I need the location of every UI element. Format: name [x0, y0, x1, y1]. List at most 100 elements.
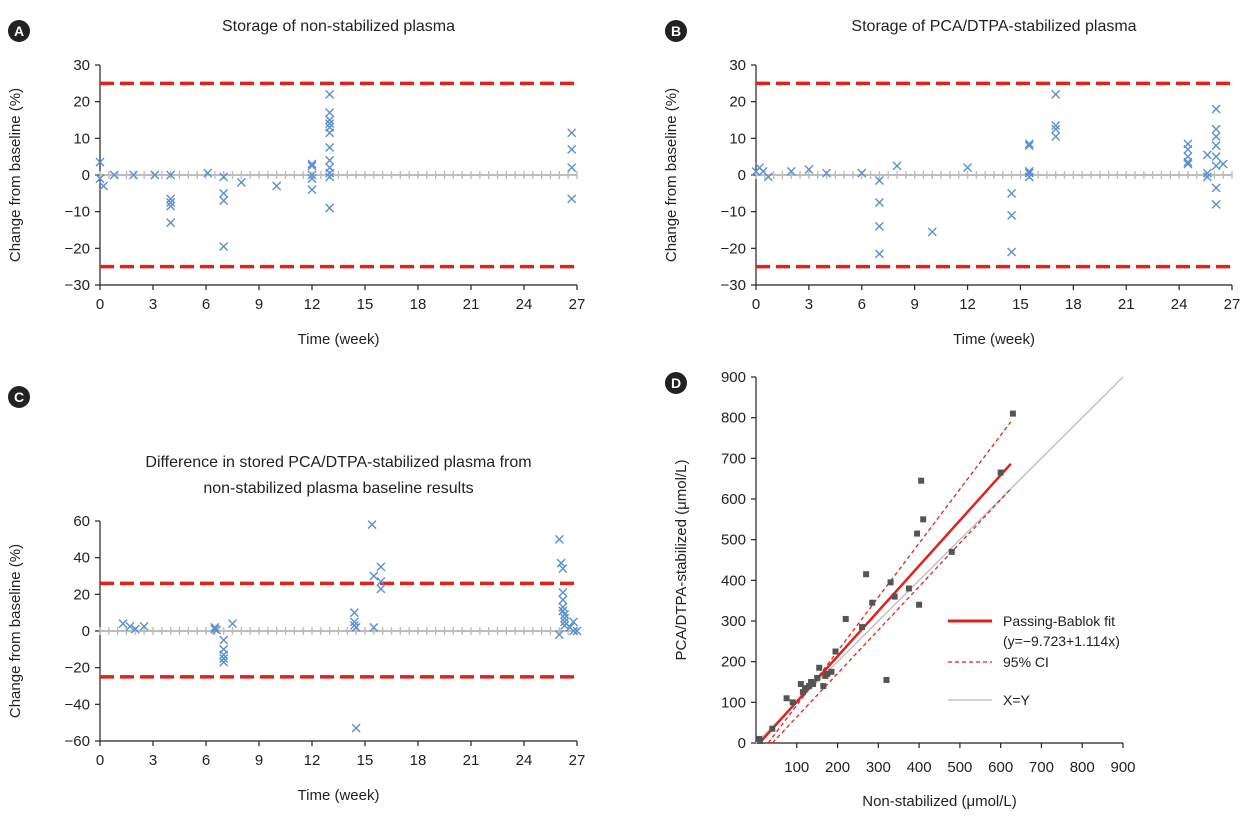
data-point-stroke	[307, 174, 317, 184]
x-axis-label: Time (week)	[298, 331, 380, 348]
y-tick-label: 500	[721, 532, 746, 549]
x-tick-label: 400	[907, 759, 932, 776]
data-point	[1024, 139, 1034, 149]
x-tick-label: 900	[1110, 759, 1135, 776]
data-point	[842, 615, 849, 622]
data-point	[166, 198, 176, 207]
y-axis-label: Change from baseline (%)	[7, 88, 24, 262]
x-tick-label: 0	[96, 296, 104, 313]
data-point	[1007, 188, 1017, 198]
x-tick-label: 300	[866, 759, 891, 776]
panel-badge: B	[665, 20, 687, 42]
data-point-stroke	[351, 723, 361, 733]
data-point-stroke	[1051, 121, 1061, 130]
data-point-stroke	[1202, 172, 1212, 182]
data-point	[325, 203, 335, 213]
data-point-stroke	[369, 622, 379, 632]
x-tick-label: 15	[1012, 296, 1029, 313]
y-axis-label: PCA/DTPA-stabilized (μmol/L)	[673, 460, 690, 661]
panel-badge-circle	[8, 20, 30, 42]
data-point-stroke	[349, 608, 359, 618]
data-point-stroke	[1024, 172, 1034, 182]
data-point-stroke	[212, 625, 222, 635]
data-point	[325, 115, 335, 125]
x-tick-label: 500	[947, 759, 972, 776]
data-point-stroke	[109, 170, 119, 180]
data-point	[95, 157, 105, 167]
data-point	[1051, 121, 1061, 130]
y-tick-label: 600	[721, 491, 746, 508]
data-point-stroke	[1024, 168, 1034, 178]
data-point	[228, 619, 237, 629]
data-point-stroke	[125, 621, 135, 631]
data-point-stroke	[219, 172, 229, 182]
data-point	[369, 571, 379, 581]
y-tick-label: 0	[738, 167, 746, 184]
panel-badge-letter: A	[14, 23, 24, 39]
data-point	[130, 624, 140, 634]
ci-line	[771, 488, 1012, 744]
x-tick-label: 600	[988, 759, 1013, 776]
y-tick-label: 0	[82, 623, 90, 640]
data-point-stroke	[567, 163, 577, 173]
x-tick-label: 12	[304, 752, 321, 769]
data-point-stroke	[758, 166, 768, 176]
x-tick-label: 27	[1224, 296, 1241, 313]
data-point	[307, 170, 317, 180]
data-point	[1051, 132, 1061, 141]
x-tick-label: 15	[357, 296, 374, 313]
data-point-stroke	[1051, 132, 1061, 141]
data-point-stroke	[129, 170, 139, 180]
data-point	[307, 185, 317, 195]
x-tick-label: 24	[516, 296, 533, 313]
x-tick-label: 3	[805, 296, 813, 313]
x-tick-label: 6	[202, 752, 210, 769]
data-point-stroke	[376, 577, 386, 586]
data-point-stroke	[307, 185, 317, 195]
data-point	[376, 577, 386, 586]
data-point-stroke	[874, 221, 884, 231]
data-point-stroke	[822, 168, 832, 178]
data-point	[1024, 168, 1034, 178]
data-point	[203, 168, 213, 178]
data-point-stroke	[219, 657, 229, 667]
data-point-stroke	[1218, 159, 1228, 169]
y-tick-label: −30	[721, 277, 746, 294]
data-point-stroke	[99, 181, 109, 191]
y-tick-label: −10	[721, 204, 746, 221]
identity-line	[755, 376, 1124, 744]
data-point	[219, 657, 229, 667]
data-point	[806, 683, 813, 690]
data-point	[757, 737, 764, 744]
data-point-stroke	[572, 626, 582, 636]
data-point-stroke	[325, 155, 335, 165]
data-point	[572, 626, 582, 636]
data-point-stroke	[139, 621, 149, 631]
data-point-stroke	[219, 242, 229, 251]
data-point-stroke	[1202, 168, 1212, 178]
data-point-stroke	[325, 172, 335, 182]
x-tick-label: 0	[96, 752, 104, 769]
panel-badge: C	[8, 386, 30, 408]
data-point	[1211, 183, 1221, 193]
data-point	[1051, 89, 1061, 99]
panel-badge: D	[665, 372, 687, 394]
legend-label-fit: Passing-Bablok fit	[1003, 613, 1115, 629]
data-point-stroke	[325, 108, 335, 118]
data-point	[859, 624, 866, 631]
data-point	[997, 469, 1004, 476]
data-point	[1202, 150, 1212, 160]
data-point	[212, 625, 222, 635]
data-point-stroke	[325, 143, 335, 152]
x-tick-label: 9	[255, 296, 263, 313]
y-tick-label: 40	[73, 550, 90, 567]
data-point-stroke	[219, 650, 229, 660]
data-point-stroke	[325, 119, 335, 129]
data-point	[219, 650, 229, 660]
data-point-stroke	[95, 157, 105, 167]
data-point-stroke	[95, 174, 105, 184]
x-tick-label: 27	[569, 296, 586, 313]
data-point	[558, 595, 568, 605]
data-point-stroke	[1211, 124, 1221, 134]
x-axis-label: Non-stabilized (μmol/L)	[862, 793, 1017, 810]
